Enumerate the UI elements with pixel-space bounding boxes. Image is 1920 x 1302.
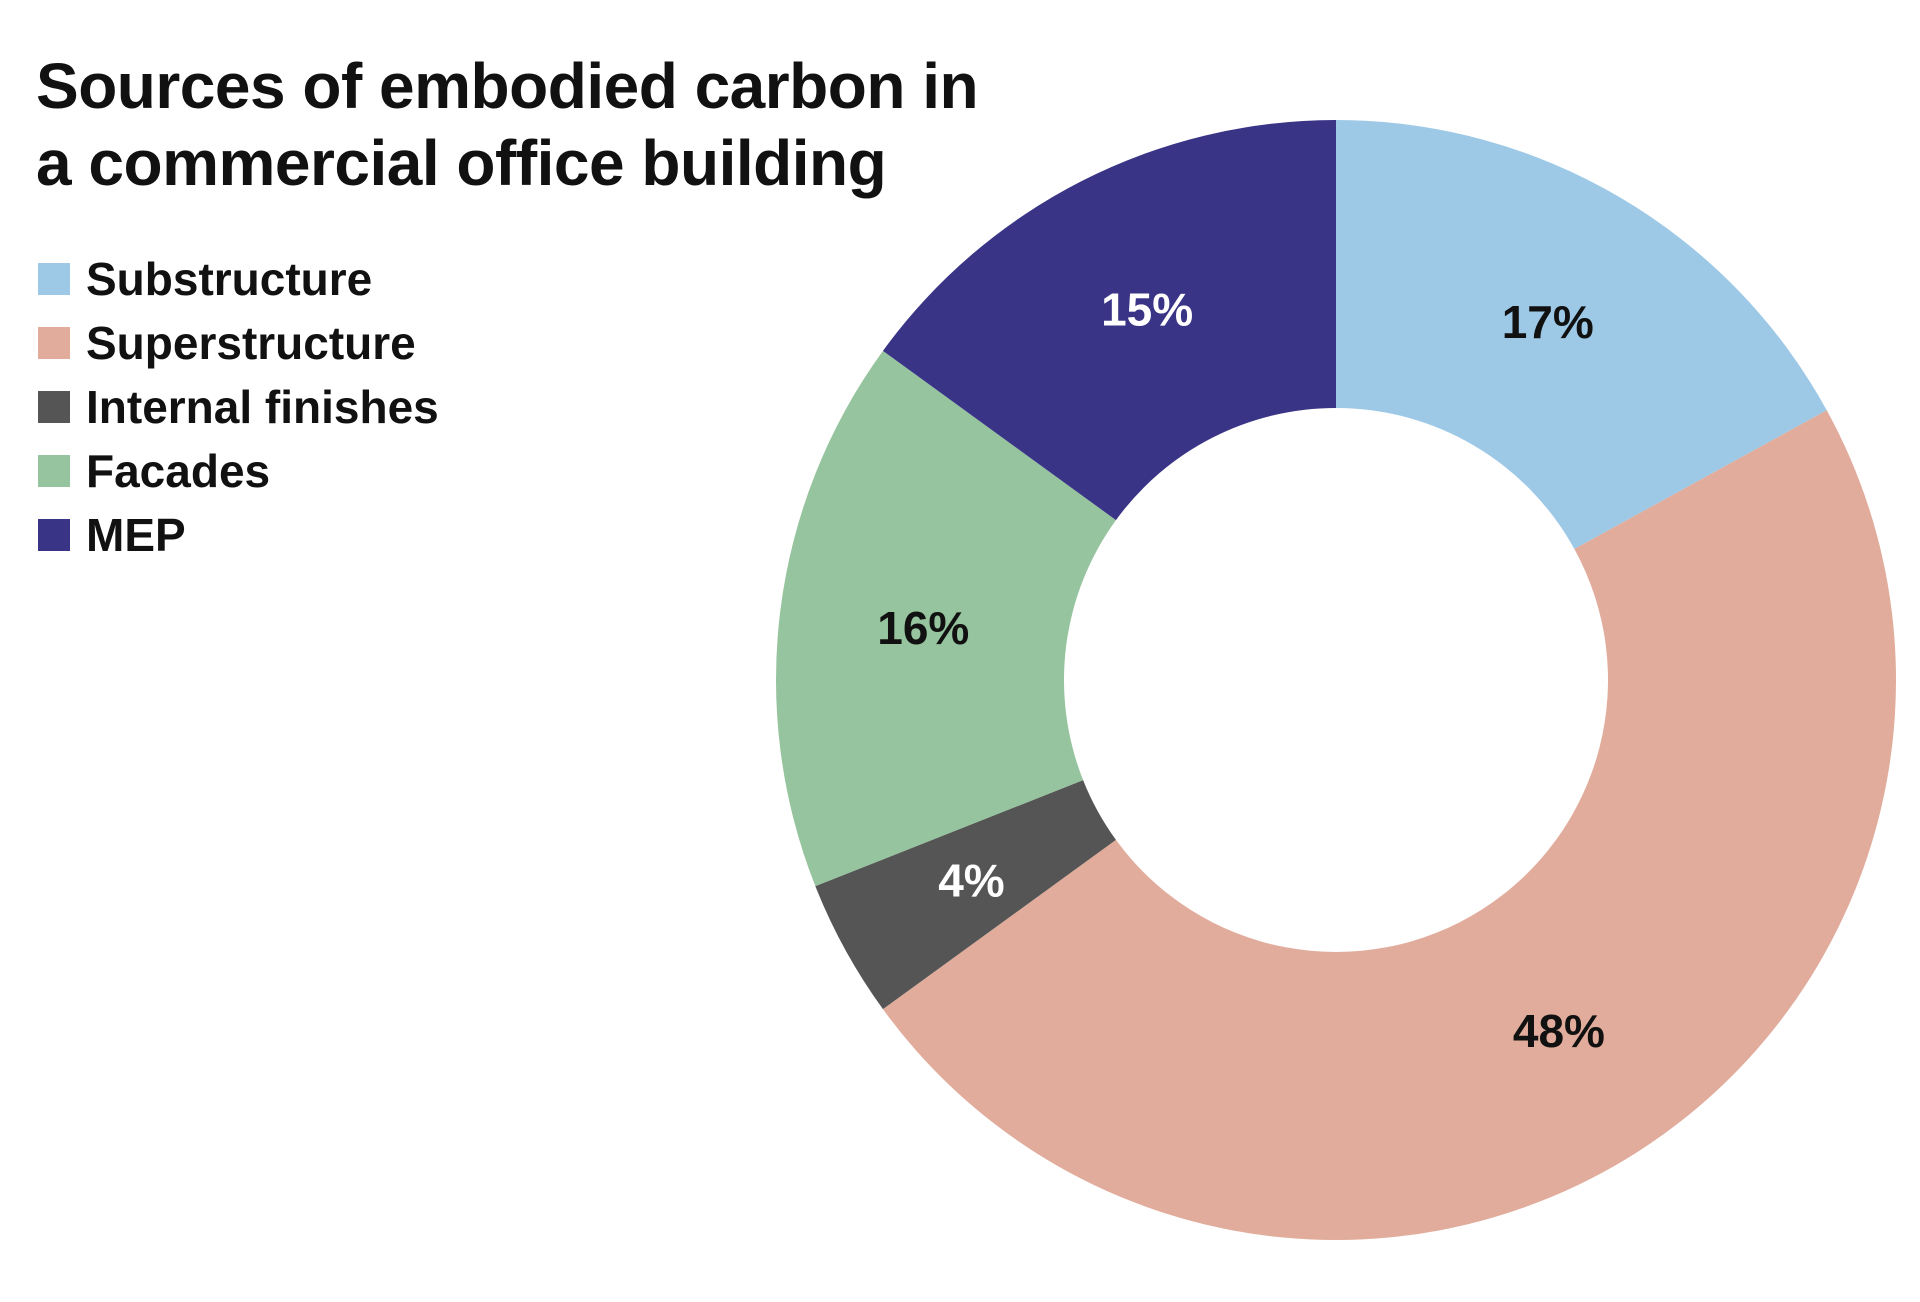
donut-slices — [776, 120, 1896, 1240]
donut-slice-internal-finishes — [815, 780, 1116, 1010]
legend-swatch-facades — [38, 455, 70, 487]
legend-item-facades: Facades — [38, 439, 439, 503]
legend-label-mep: MEP — [86, 509, 186, 561]
legend-item-substructure: Substructure — [38, 247, 439, 311]
legend-label-substructure: Substructure — [86, 253, 373, 305]
data-label-mep: 15% — [1101, 283, 1193, 335]
data-label-internal-finishes: 4% — [938, 854, 1004, 906]
data-label-facades: 16% — [877, 602, 969, 654]
chart-title: Sources of embodied carbon in a commerci… — [36, 50, 979, 199]
donut-slice-facades — [776, 350, 1116, 887]
donut-slice-substructure — [1336, 120, 1827, 549]
legend: Substructure Superstructure Internal fin… — [38, 247, 439, 567]
legend-item-mep: MEP — [38, 503, 439, 567]
legend-swatch-substructure — [38, 263, 70, 295]
donut-slice-mep — [882, 120, 1336, 521]
data-label-superstructure: 48% — [1513, 1005, 1605, 1057]
data-label-substructure: 17% — [1502, 296, 1594, 348]
legend-label-internal-finishes: Internal finishes — [86, 381, 439, 433]
donut-data-labels: 17% 48% 4% 16% 15% — [877, 283, 1605, 1057]
legend-swatch-superstructure — [38, 327, 70, 359]
legend-item-internal-finishes: Internal finishes — [38, 375, 439, 439]
legend-item-superstructure: Superstructure — [38, 311, 439, 375]
legend-swatch-internal-finishes — [38, 391, 70, 423]
donut-slice-superstructure — [882, 410, 1896, 1240]
legend-label-superstructure: Superstructure — [86, 317, 416, 369]
legend-swatch-mep — [38, 519, 70, 551]
legend-label-facades: Facades — [86, 445, 271, 497]
